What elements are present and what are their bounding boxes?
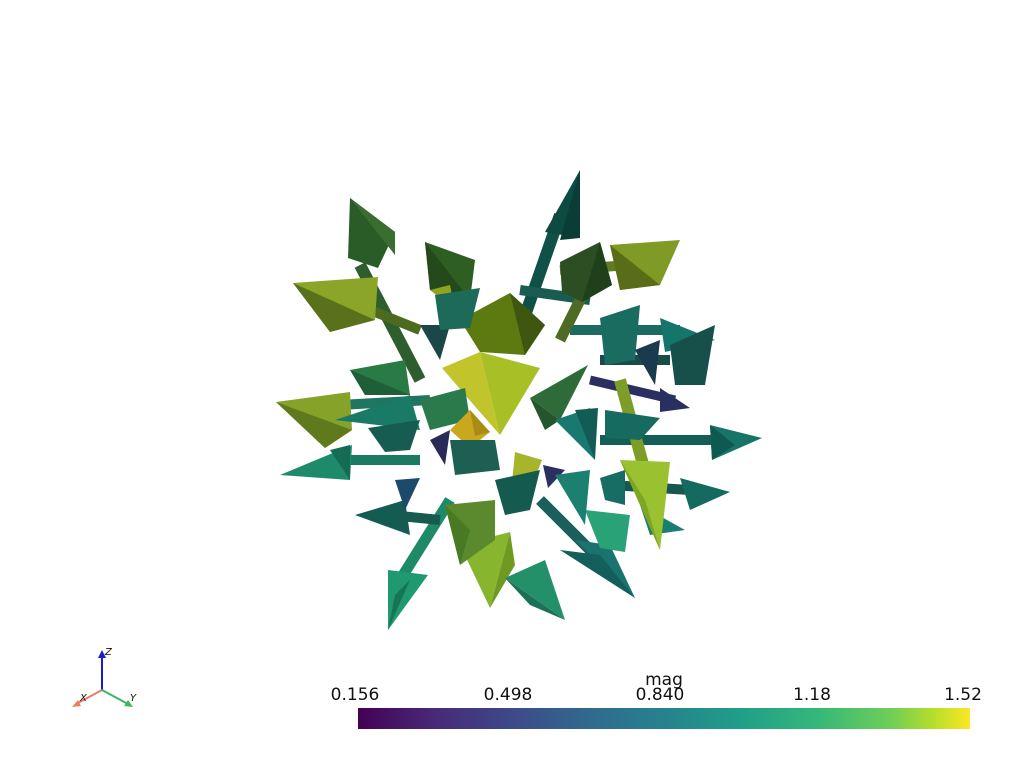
- arrow-glyph: [350, 198, 395, 255]
- arrow-glyphs: [276, 170, 762, 630]
- x-axis-label: X: [79, 693, 88, 704]
- scalar-bar-tick-label: 0.840: [635, 685, 685, 705]
- y-axis-line: [101, 689, 129, 705]
- arrow-glyph: [339, 395, 431, 410]
- arrow-glyph: [388, 570, 428, 630]
- arrow-glyph: [530, 365, 588, 420]
- arrow-glyph: [670, 325, 715, 385]
- arrow-glyph: [330, 445, 350, 480]
- arrow-glyph: [660, 388, 690, 412]
- arrow-glyph: [388, 580, 410, 630]
- arrow-glyph: [420, 325, 450, 360]
- arrow-glyph: [560, 550, 635, 598]
- arrow-glyph: [585, 510, 630, 552]
- arrow-glyph: [600, 305, 640, 365]
- arrow-glyph: [420, 388, 470, 430]
- scalar-bar-tick-label: 0.498: [483, 685, 533, 705]
- arrow-glyph: [425, 242, 470, 300]
- arrow-glyph: [445, 505, 470, 565]
- arrow-glyph: [543, 465, 565, 488]
- arrow-glyph: [610, 245, 660, 290]
- arrow-glyph: [510, 293, 545, 355]
- scalar-bar: mag 0.156 0.498 0.840 1.18 1.52: [331, 670, 982, 732]
- arrow-glyph: [505, 560, 565, 620]
- arrow-glyph: [680, 478, 730, 510]
- arrow-glyph: [395, 478, 420, 510]
- arrow-glyph: [442, 368, 500, 435]
- arrow-glyph: [620, 460, 660, 550]
- arrow-glyph: [560, 170, 580, 240]
- arrow-glyph: [490, 532, 515, 608]
- scalar-bar-colormap: [358, 708, 970, 729]
- scalar-bar-tick-label: 0.156: [330, 685, 380, 705]
- arrow-glyph: [480, 352, 540, 435]
- arrow-glyph: [505, 578, 565, 620]
- arrow-glyph: [442, 352, 500, 435]
- scalar-bar-title: mag: [645, 670, 683, 690]
- arrow-glyph: [450, 440, 500, 475]
- arrow-glyph: [350, 370, 410, 395]
- arrow-glyph: [605, 410, 660, 440]
- y-axis-arrowhead: [124, 700, 133, 707]
- orientation-axes-widget: Z X Y: [72, 647, 137, 707]
- arrow-glyph: [348, 198, 395, 268]
- arrow-glyph: [435, 288, 480, 330]
- arrow-glyph: [555, 470, 590, 525]
- arrow-glyph: [582, 242, 612, 302]
- arrow-glyph: [635, 340, 660, 385]
- y-axis-label: Y: [130, 693, 137, 704]
- arrow-glyph: [495, 470, 540, 515]
- z-axis-arrowhead: [98, 650, 106, 658]
- x-axis-line: [75, 689, 103, 705]
- arrow-glyph: [368, 305, 422, 335]
- arrow-glyph: [355, 500, 410, 535]
- arrow-glyph: [470, 410, 490, 436]
- arrow-glyph: [600, 470, 625, 505]
- arrow-glyph: [395, 497, 455, 583]
- x-axis-arrowhead: [72, 700, 81, 707]
- scalar-bar-tick-label: 1.52: [944, 685, 982, 705]
- z-axis-label: Z: [104, 647, 113, 658]
- arrow-glyph: [293, 283, 375, 332]
- arrow-glyph: [530, 398, 560, 430]
- arrow-glyph: [430, 430, 450, 465]
- arrow-glyph: [710, 425, 735, 460]
- arrow-glyph: [335, 395, 420, 430]
- arrow-glyph: [368, 420, 420, 452]
- arrow-glyph: [276, 402, 352, 448]
- arrow-glyph: [450, 410, 490, 448]
- scalar-bar-tick-label: 1.18: [793, 685, 831, 705]
- arrow-glyph: [575, 408, 598, 460]
